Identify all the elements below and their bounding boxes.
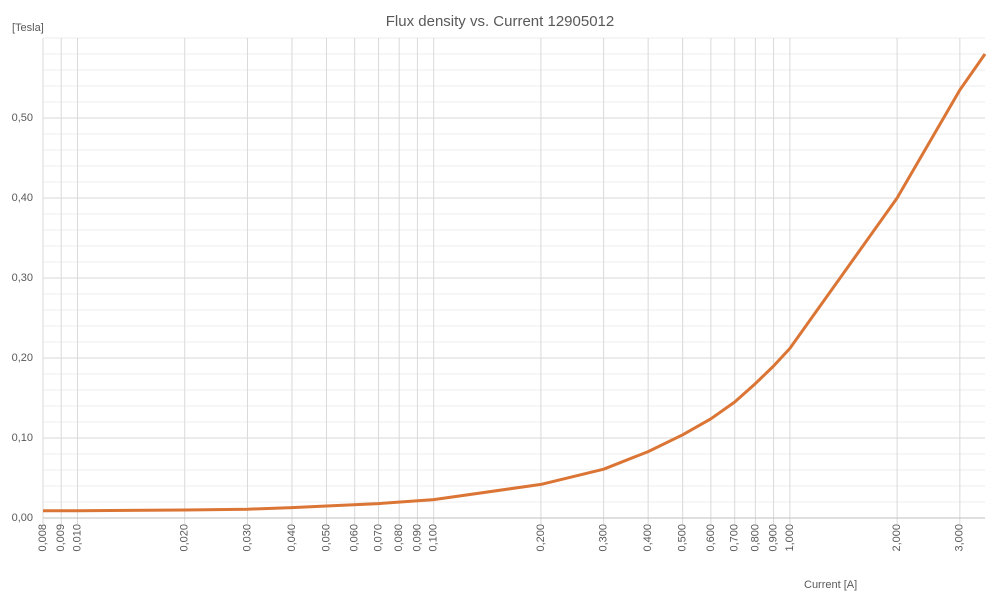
data-line [43, 53, 987, 513]
y-tick-label: 0,40 [12, 192, 33, 204]
y-tick-label: 0,20 [12, 352, 33, 364]
x-tick-label: 0,400 [642, 524, 654, 552]
x-tick-label: 0,040 [286, 524, 298, 552]
y-axis-label: [Tesla] [12, 22, 44, 34]
y-tick-label: 0,30 [12, 272, 33, 284]
x-tick-label: 0,080 [393, 524, 405, 552]
y-tick-label: 0,50 [12, 112, 33, 124]
x-tick-label: 1,000 [784, 524, 796, 552]
x-tick-label: 0,030 [241, 524, 253, 552]
x-tick-label: 0,050 [320, 524, 332, 552]
y-tick-label: 0,10 [12, 432, 33, 444]
x-tick-label: 0,500 [677, 524, 689, 552]
x-tick-label: 0,100 [428, 524, 440, 552]
x-tick-label: 0,060 [349, 524, 361, 552]
x-tick-label: 0,900 [767, 524, 779, 552]
x-tick-label: 0,300 [598, 524, 610, 552]
x-tick-label: 0,008 [37, 524, 49, 552]
x-tick-label: 0,700 [729, 524, 741, 552]
x-tick-label: 0,010 [71, 524, 83, 552]
x-tick-label: 3,000 [954, 524, 966, 552]
x-tick-label: 2,000 [891, 524, 903, 552]
x-tick-label: 0,090 [411, 524, 423, 552]
chart-title: Flux density vs. Current 12905012 [386, 13, 614, 30]
x-tick-label: 0,009 [55, 524, 67, 552]
x-tick-label: 0,600 [705, 524, 717, 552]
x-axis-label: Current [A] [804, 579, 857, 591]
y-tick-label: 0,00 [12, 512, 33, 524]
x-tick-label: 0,200 [535, 524, 547, 552]
x-tick-label: 0,070 [372, 524, 384, 552]
x-tick-label: 0,020 [179, 524, 191, 552]
x-tick-label: 0,800 [749, 524, 761, 552]
